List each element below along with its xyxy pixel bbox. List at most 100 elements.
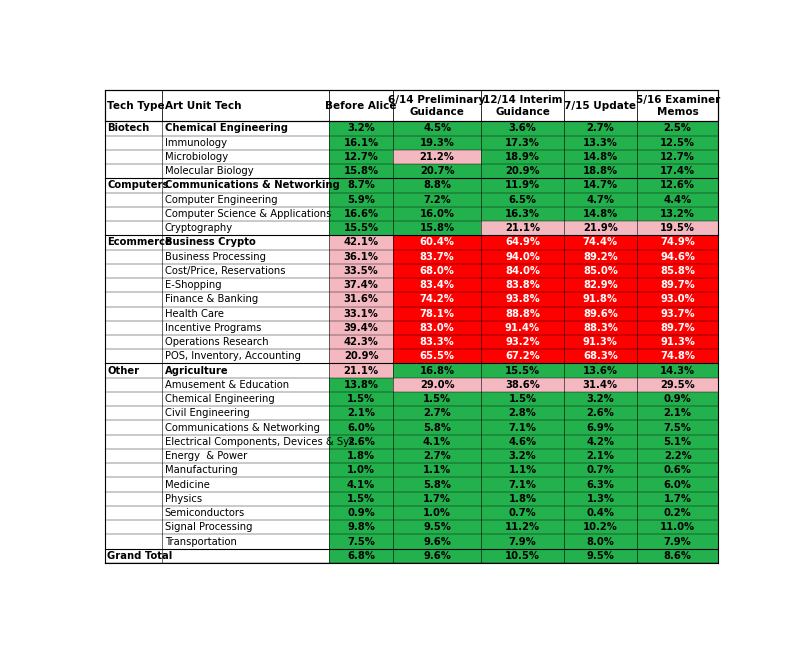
Bar <box>637 435 718 449</box>
Text: 74.9%: 74.9% <box>660 238 695 247</box>
Bar <box>563 249 637 263</box>
Bar <box>563 150 637 164</box>
Bar <box>637 463 718 478</box>
Text: 38.6%: 38.6% <box>505 380 540 390</box>
Text: 17.3%: 17.3% <box>505 138 540 148</box>
Bar <box>482 193 563 207</box>
Text: 64.9%: 64.9% <box>505 238 540 247</box>
Bar <box>162 378 330 392</box>
Text: 2.1%: 2.1% <box>664 408 692 419</box>
Text: Semiconductors: Semiconductors <box>165 508 245 518</box>
Text: 93.8%: 93.8% <box>505 295 540 304</box>
Bar <box>482 150 563 164</box>
Bar <box>563 321 637 335</box>
Bar <box>162 534 330 548</box>
Bar <box>393 335 482 349</box>
Text: 1.7%: 1.7% <box>664 494 692 504</box>
Bar <box>393 207 482 221</box>
Bar <box>563 449 637 463</box>
Bar <box>393 178 482 193</box>
Text: 2.1%: 2.1% <box>586 451 614 461</box>
Bar <box>162 406 330 421</box>
Bar <box>637 406 718 421</box>
Text: 91.3%: 91.3% <box>660 337 695 347</box>
Text: 4.6%: 4.6% <box>509 437 537 447</box>
Bar <box>105 378 162 392</box>
Bar <box>330 349 393 363</box>
Text: 1.5%: 1.5% <box>423 394 451 404</box>
Text: 9.6%: 9.6% <box>423 551 451 561</box>
Text: 19.3%: 19.3% <box>420 138 454 148</box>
Bar <box>330 335 393 349</box>
Text: 1.5%: 1.5% <box>347 394 375 404</box>
Text: 93.0%: 93.0% <box>660 295 695 304</box>
Bar <box>393 136 482 150</box>
Bar <box>162 263 330 278</box>
Bar <box>563 406 637 421</box>
Bar <box>162 321 330 335</box>
Bar <box>162 478 330 492</box>
Bar <box>637 492 718 506</box>
Bar <box>563 349 637 363</box>
Text: Biotech: Biotech <box>107 123 150 134</box>
Text: 14.8%: 14.8% <box>582 209 618 219</box>
Bar <box>105 463 162 478</box>
Bar <box>330 236 393 249</box>
Bar <box>482 520 563 534</box>
Bar <box>105 236 162 249</box>
Bar <box>393 193 482 207</box>
Text: Computer Science & Applications: Computer Science & Applications <box>165 209 331 219</box>
Text: Business Crypto: Business Crypto <box>165 238 255 247</box>
Bar <box>393 534 482 548</box>
Text: 17.4%: 17.4% <box>660 166 695 177</box>
Text: Computers: Computers <box>107 180 169 190</box>
Text: 2.7%: 2.7% <box>423 408 451 419</box>
Bar <box>637 506 718 520</box>
Bar <box>105 421 162 435</box>
Text: 31.4%: 31.4% <box>583 380 618 390</box>
Text: 14.7%: 14.7% <box>583 180 618 190</box>
Text: 16.6%: 16.6% <box>343 209 378 219</box>
Bar <box>482 335 563 349</box>
Text: 9.5%: 9.5% <box>586 551 614 561</box>
Text: 0.9%: 0.9% <box>664 394 691 404</box>
Text: 3.6%: 3.6% <box>509 123 537 134</box>
Bar <box>393 150 482 164</box>
Text: 78.1%: 78.1% <box>419 309 454 319</box>
Bar <box>482 392 563 406</box>
Text: 6.8%: 6.8% <box>347 551 375 561</box>
Text: Amusement & Education: Amusement & Education <box>165 380 289 390</box>
Text: 7.9%: 7.9% <box>509 537 536 546</box>
Text: 2.8%: 2.8% <box>509 408 537 419</box>
Bar <box>105 193 162 207</box>
Bar <box>105 363 162 378</box>
Bar <box>162 193 330 207</box>
Bar <box>637 136 718 150</box>
Text: 2.6%: 2.6% <box>347 437 375 447</box>
Text: 89.7%: 89.7% <box>660 323 695 333</box>
Text: 93.7%: 93.7% <box>660 309 695 319</box>
Text: 31.6%: 31.6% <box>343 295 378 304</box>
Bar <box>393 478 482 492</box>
Text: 7.5%: 7.5% <box>664 422 691 433</box>
Bar <box>637 421 718 435</box>
Bar <box>105 221 162 236</box>
Text: 7/15 Update: 7/15 Update <box>564 101 636 111</box>
Text: 1.5%: 1.5% <box>509 394 537 404</box>
Text: 65.5%: 65.5% <box>419 351 454 361</box>
Bar <box>563 378 637 392</box>
Bar <box>637 349 718 363</box>
Text: 15.8%: 15.8% <box>419 223 454 233</box>
Text: 12.5%: 12.5% <box>660 138 695 148</box>
Text: 9.6%: 9.6% <box>423 537 451 546</box>
Text: 1.3%: 1.3% <box>586 494 614 504</box>
Bar <box>563 506 637 520</box>
Text: 0.6%: 0.6% <box>664 465 691 475</box>
Bar <box>105 335 162 349</box>
Bar <box>637 548 718 563</box>
Text: Finance & Banking: Finance & Banking <box>165 295 258 304</box>
Text: 1.8%: 1.8% <box>509 494 537 504</box>
Text: 15.5%: 15.5% <box>343 223 378 233</box>
Text: Signal Processing: Signal Processing <box>165 522 252 532</box>
Text: 84.0%: 84.0% <box>505 266 540 276</box>
